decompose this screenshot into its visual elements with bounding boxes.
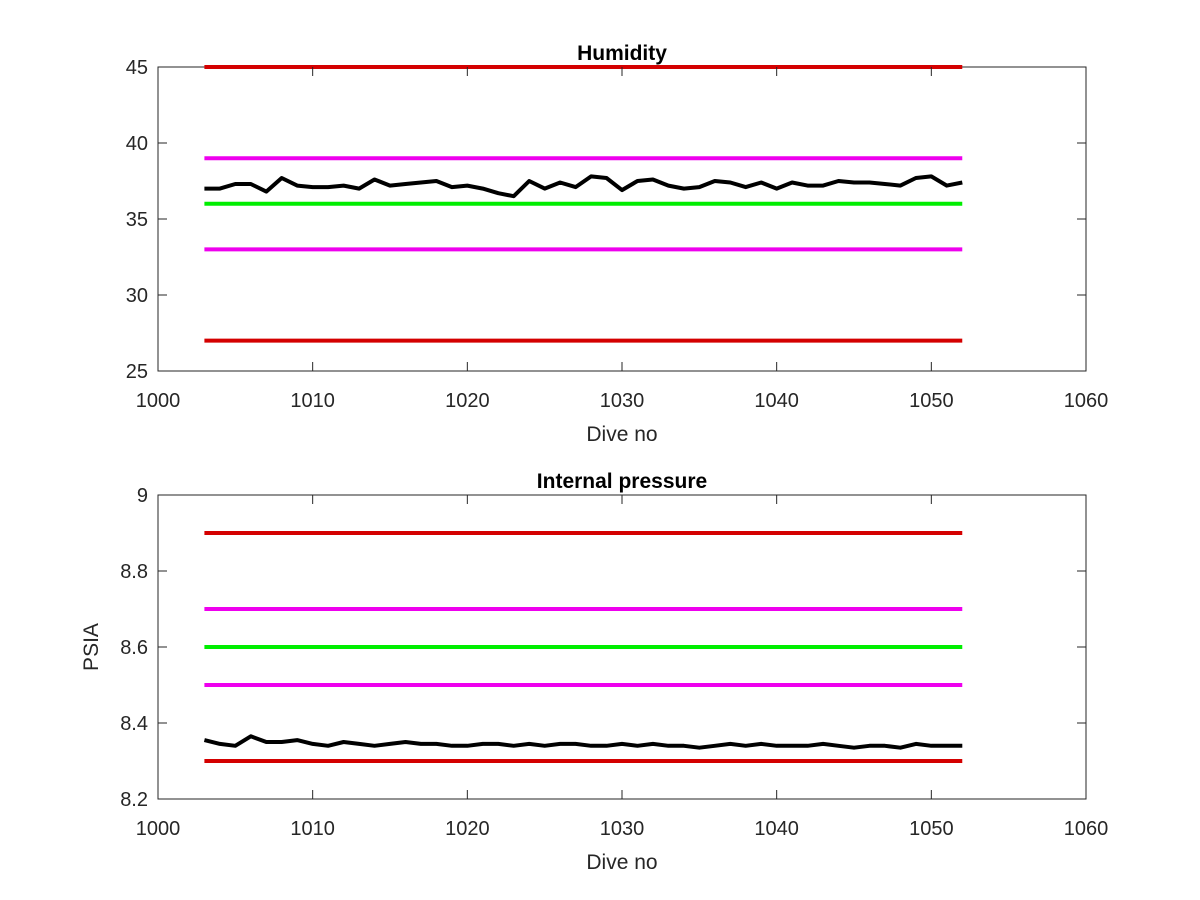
x-tick-label: 1060 xyxy=(1064,390,1109,412)
subplot-1: 1000 1010 1020 1030 1040 1050 1060 25 30 35 40 45 Hu… xyxy=(126,42,1109,446)
y-tick-label: 8.4 xyxy=(120,713,148,735)
y-tick-label: 30 xyxy=(126,285,148,307)
x-axis-label: Dive no xyxy=(586,851,657,874)
x-tick-label: 1040 xyxy=(754,390,799,412)
y-tick-label: 8.6 xyxy=(120,637,148,659)
x-tick-label: 1060 xyxy=(1064,818,1109,840)
data-series-line xyxy=(204,174,963,199)
x-tick-label: 1000 xyxy=(136,390,181,412)
y-tick-label: 40 xyxy=(126,133,148,155)
x-tick-label: 1030 xyxy=(600,390,645,412)
x-tick-label: 1050 xyxy=(909,390,954,412)
chart-title: Humidity xyxy=(577,42,667,65)
x-tick-label: 1020 xyxy=(445,390,490,412)
y-tick-label: 45 xyxy=(126,57,148,79)
x-tick-label: 1030 xyxy=(600,818,645,840)
x-tick-label: 1020 xyxy=(445,818,490,840)
subplot-2: 1000 1010 1020 1030 1040 1050 1060 8.2 8.4 8.6 8.8… xyxy=(80,470,1108,874)
y-tick-label: 8.8 xyxy=(120,561,148,583)
y-tick-label: 8.2 xyxy=(120,789,148,811)
data-series-line xyxy=(203,734,963,750)
chart-title: Internal pressure xyxy=(537,470,707,493)
x-axis-label: Dive no xyxy=(586,423,657,446)
x-tick-label: 1000 xyxy=(136,818,181,840)
x-tick-label: 1040 xyxy=(754,818,799,840)
x-tick-label: 1050 xyxy=(909,818,954,840)
y-tick-label: 35 xyxy=(126,209,148,231)
y-axis-label: PSIA xyxy=(80,623,103,671)
y-tick-label: 25 xyxy=(126,361,148,383)
y-tick-label: 9 xyxy=(137,485,148,507)
x-tick-label: 1010 xyxy=(290,818,335,840)
x-tick-label: 1010 xyxy=(290,390,335,412)
plot-area xyxy=(157,66,1087,372)
